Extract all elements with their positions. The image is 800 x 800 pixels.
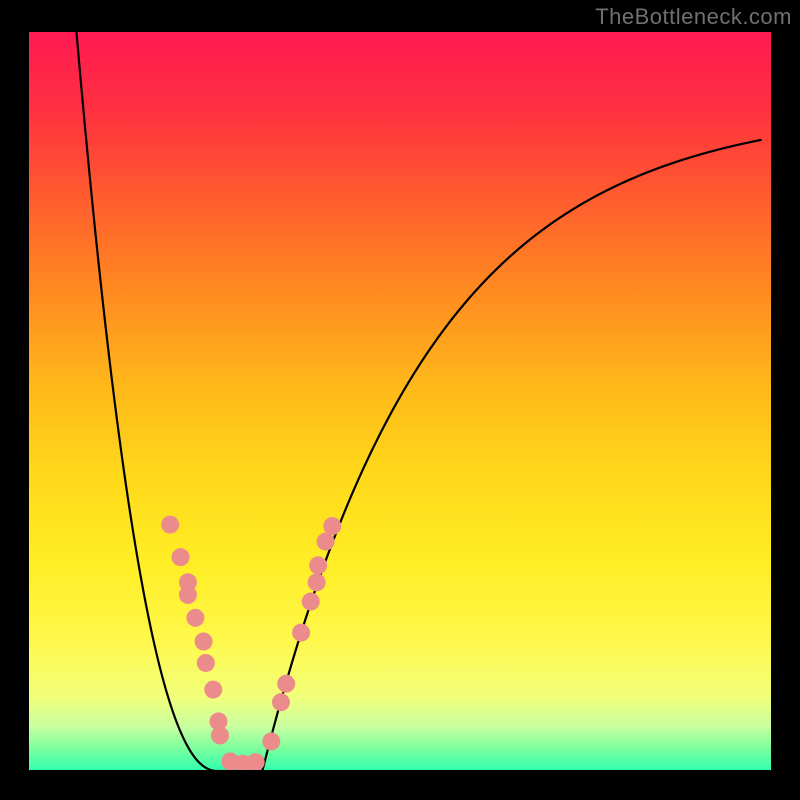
marker-point (211, 726, 229, 744)
marker-point (277, 675, 295, 693)
marker-point (247, 753, 265, 771)
marker-point (186, 609, 204, 627)
marker-point (323, 517, 341, 535)
chart-stage: TheBottleneck.com (0, 0, 800, 800)
marker-point (309, 556, 327, 574)
marker-point (204, 681, 222, 699)
marker-point (292, 624, 310, 642)
marker-point (197, 654, 215, 672)
marker-point (302, 593, 320, 611)
bottleneck-chart (0, 0, 800, 800)
marker-point (262, 732, 280, 750)
marker-point (317, 533, 335, 551)
watermark-text: TheBottleneck.com (595, 4, 792, 30)
marker-point (195, 633, 213, 651)
marker-point (308, 573, 326, 591)
plot-background (28, 31, 772, 771)
marker-point (272, 693, 290, 711)
marker-point (179, 586, 197, 604)
marker-point (172, 548, 190, 566)
marker-point (161, 516, 179, 534)
